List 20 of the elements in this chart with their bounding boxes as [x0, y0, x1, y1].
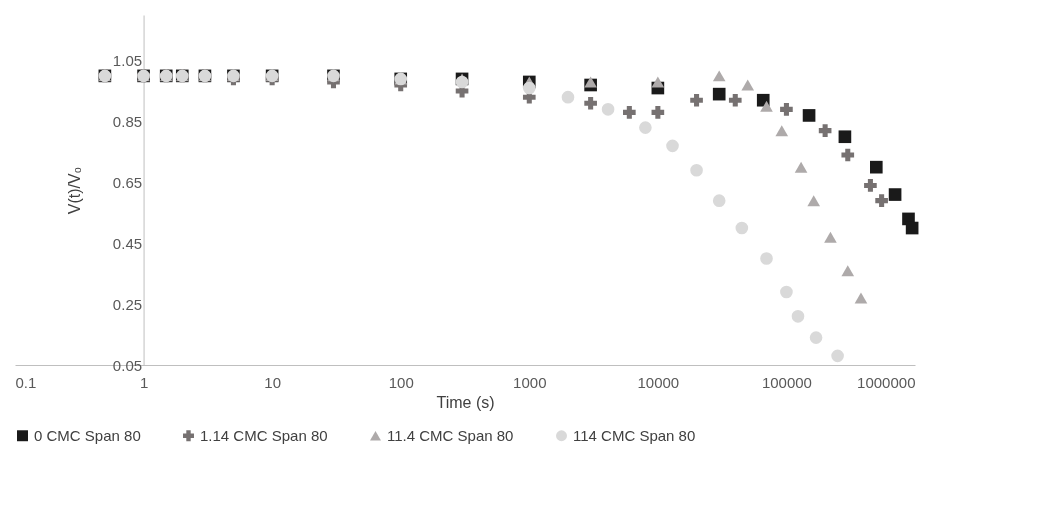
legend-label: 11.4 CMC Span 80 — [387, 426, 514, 444]
legend-label: 1.14 CMC Span 80 — [200, 426, 328, 444]
x-tick-label: 100000 — [761, 373, 812, 391]
y-tick-label: 0.05 — [112, 356, 143, 374]
y-tick-label: 0.65 — [112, 173, 143, 191]
x-tick-label: 100 — [388, 373, 414, 391]
x-axis-title: Time (s) — [436, 393, 495, 411]
x-tick-label: 10000 — [637, 373, 680, 391]
y-tick-label: 1.05 — [112, 52, 143, 70]
y-tick-label: 0.25 — [112, 295, 143, 313]
legend-label: 114 CMC Span 80 — [573, 426, 696, 444]
x-tick-label: 1 — [139, 373, 149, 391]
x-tick-label: 0.1 — [15, 373, 37, 391]
x-tick-label: 10 — [264, 373, 281, 391]
y-axis-title: V(t)/V₀ — [65, 166, 83, 215]
y-tick-label: 0.45 — [112, 234, 143, 252]
legend-label: 0 CMC Span 80 — [34, 426, 141, 444]
x-tick-label: 1000000 — [857, 373, 916, 391]
x-tick-label: 1000 — [513, 373, 547, 391]
y-tick-label: 0.85 — [112, 113, 143, 131]
